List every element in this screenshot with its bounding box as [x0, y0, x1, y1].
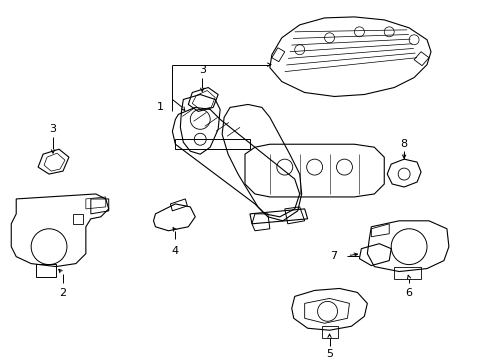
Text: 3: 3: [49, 124, 56, 134]
Text: 4: 4: [172, 246, 179, 256]
Text: 5: 5: [326, 349, 333, 359]
Text: 3: 3: [199, 65, 206, 75]
Text: 6: 6: [406, 288, 413, 298]
Text: 1: 1: [156, 103, 164, 112]
Text: 2: 2: [59, 288, 67, 298]
Text: 7: 7: [330, 251, 338, 261]
Text: 8: 8: [401, 139, 408, 149]
